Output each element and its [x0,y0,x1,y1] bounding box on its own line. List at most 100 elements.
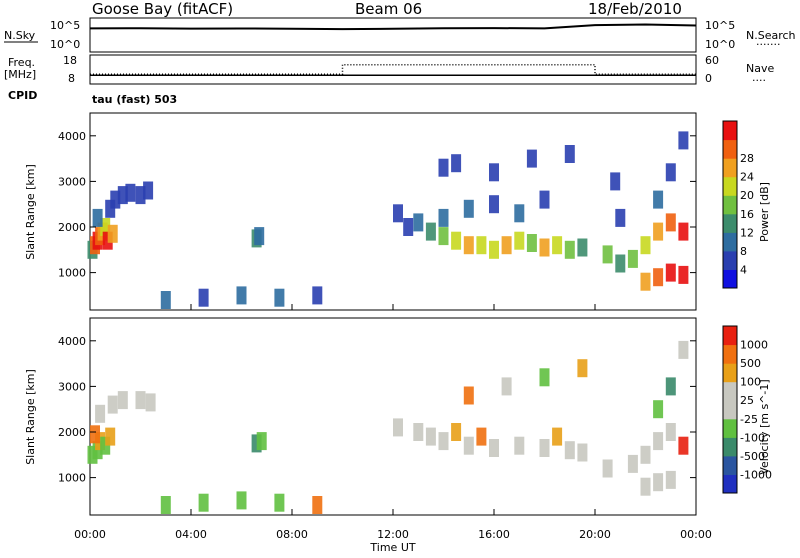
data-cell [160,291,171,309]
data-cell [145,393,156,412]
velocity-colorbar-swatch [723,363,737,383]
velocity-colorbar-swatch [723,418,737,438]
data-cell [451,423,462,441]
data-cell [476,427,487,446]
nsky-line [89,23,697,31]
x-tick-label: 04:00 [175,528,207,541]
power-colorbar-swatch [723,158,737,178]
data-cell [125,183,136,202]
data-cell [100,436,111,455]
data-cell [489,240,499,259]
data-cell [254,227,265,246]
data-cell [438,432,449,451]
power-colorbar-tick: 8 [740,245,747,258]
data-cell [425,427,436,446]
data-cell [413,423,424,441]
velocity-colorbar-tick: 100 [740,376,761,389]
data-cell [274,288,285,307]
nave-tick-high: 60 [705,54,719,67]
data-cell [110,190,121,209]
data-cell [665,423,676,441]
data-cell [117,186,128,205]
y-tick-label: 1000 [58,267,86,280]
power-colorbar-tick: 20 [740,189,754,202]
y-tick-label: 2000 [58,221,86,234]
data-cell [514,436,525,455]
velocity-colorbar-tick: -1000 [740,468,772,481]
data-cell [577,238,588,257]
nsky-tick-low: 10^0 [50,38,80,51]
data-cell [552,427,563,446]
velocity-colorbar: 1000 500 100 25 -25 -100 -500 -1000 [722,325,772,494]
velocity-colorbar-swatch [723,474,737,494]
data-cell [678,265,689,284]
power-colorbar-swatch [723,121,737,141]
data-cell [665,163,676,182]
velocity-colorbar-swatch [723,381,737,401]
y-tick-label: 3000 [58,175,86,188]
data-cell [640,236,651,255]
velocity-colorbar-tick: -100 [740,431,765,444]
data-cell [312,496,323,514]
date-title: 18/Feb/2010 [588,0,682,18]
nsearch-label: N.Search [746,29,796,42]
data-cell [665,377,676,396]
data-cell [90,425,100,444]
x-tick-label: 20:00 [579,528,611,541]
data-cell [236,491,247,510]
power-colorbar-swatch [723,250,737,270]
x-tick-label: 16:00 [478,528,510,541]
data-cell [653,190,664,209]
data-cell [577,443,588,462]
data-cell [463,386,474,405]
data-cell [640,272,651,291]
data-cell [117,391,128,410]
data-cell [100,218,111,236]
velocity-colorbar-tick: -25 [740,413,758,426]
data-cell [489,163,499,182]
data-cell [577,359,588,378]
data-cell [463,199,474,218]
x-tick-label: 08:00 [276,528,308,541]
data-cell [438,227,449,246]
data-cell [160,496,171,514]
data-cell [87,445,98,464]
data-cell [602,245,613,264]
data-cell [640,477,651,496]
data-cell [393,204,403,223]
data-cell [425,222,436,241]
data-cell [678,222,689,241]
power-colorbar-swatch [723,213,737,233]
y-tick-label: 2000 [58,426,86,439]
velocity-colorbar-swatch [723,344,737,364]
velocity-colorbar-swatch [723,455,737,475]
nave-legend-dots: ···· [752,74,766,87]
nave-label: Nave [746,62,774,75]
cpid-label: CPID [8,89,37,102]
velocity-colorbar-swatch [723,326,737,346]
nave-line [90,63,696,76]
freq-frame [89,54,697,85]
power-colorbar-swatch [723,232,737,252]
power-data-cells [87,131,689,309]
data-cell [403,218,414,236]
power-panel: 1000 2000 3000 4000 Slant Range [km] 4 8 12 16… [24,112,771,311]
data-cell [198,493,209,512]
nsky-panel: N.Sky 10^5 10^0 10^5 10^0 N.Search ·····… [4,17,796,53]
nsky-tick-high: 10^5 [50,19,80,32]
data-cell [251,434,262,453]
velocity-colorbar-border [722,325,738,494]
data-cell [665,470,676,489]
velocity-colorbar-tick: 1000 [740,339,768,352]
data-cell [627,454,638,473]
power-colorbar-swatch [723,139,737,159]
data-cell [526,149,537,168]
data-cell [678,131,689,150]
power-ylabel: Slant Range [km] [24,164,37,260]
data-cell [143,181,154,200]
power-colorbar-swatch [723,195,737,215]
y-tick-label: 1000 [58,472,86,485]
power-colorbar-tick: 12 [740,226,754,239]
x-tick-label: 00:00 [680,528,712,541]
